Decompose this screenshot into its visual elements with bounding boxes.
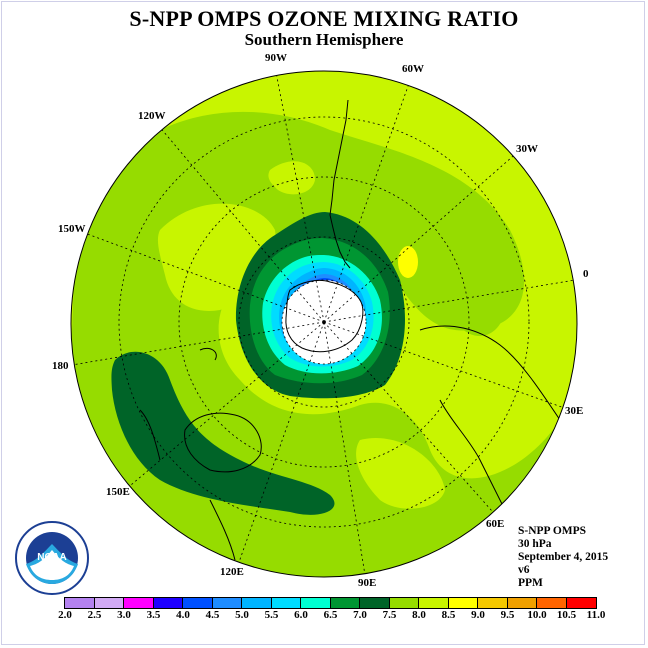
colorbar-tick-label: 9.0 (471, 609, 485, 621)
colorbar-swatch (537, 598, 567, 608)
lon-label-0: 0 (583, 268, 589, 280)
info-instrument: S-NPP OMPS (518, 525, 587, 537)
colorbar-swatch (478, 598, 508, 608)
colorbar-tick-label: 6.5 (323, 609, 338, 621)
lon-label-150w: 150W (58, 223, 86, 235)
map-outline (70, 70, 578, 578)
colorbar-swatch (94, 598, 124, 608)
page-title: S-NPP OMPS OZONE MIXING RATIO (129, 6, 519, 31)
lon-label-90e: 90E (358, 577, 377, 589)
colorbar-tick-label: 4.0 (176, 609, 190, 621)
colorbar-tick-label: 8.0 (412, 609, 426, 621)
colorbar-tick-label: 3.5 (146, 609, 161, 621)
colorbar-tick-label: 8.5 (441, 609, 456, 621)
graticule (71, 71, 576, 576)
info-version: v6 (518, 564, 530, 576)
colorbar-swatch (330, 598, 360, 608)
colorbar-tick-label: 2.0 (58, 609, 72, 621)
lon-label-60w: 60W (402, 63, 424, 75)
lon-label-150e: 150E (106, 486, 130, 498)
field-light-patch-2 (356, 438, 445, 509)
coastlines (139, 99, 561, 561)
colorbar (64, 597, 597, 609)
colorbar-tick-label: 6.0 (294, 609, 308, 621)
colorbar-tick-label: 5.0 (235, 609, 249, 621)
field-band-7-5-b (448, 248, 506, 337)
lon-label-60e: 60E (486, 518, 505, 530)
colorbar-swatch (242, 598, 272, 608)
colorbar-swatch (271, 598, 301, 608)
field-light-patch-3 (268, 161, 315, 195)
colorbar-swatch (507, 598, 537, 608)
colorbar-swatch (360, 598, 390, 608)
lon-label-30e: 30E (565, 405, 584, 417)
colorbar-swatch (301, 598, 331, 608)
lon-label-120e: 120E (220, 566, 244, 578)
info-level: 30 hPa (518, 538, 552, 550)
field-yellow-patch (398, 246, 418, 278)
colorbar-swatch (212, 598, 242, 608)
lon-label-30w: 30W (516, 143, 538, 155)
colorbar-swatch (65, 598, 95, 608)
field-band-7-0-tongue (111, 351, 335, 515)
colorbar-tick-label: 11.0 (586, 609, 606, 621)
page-subtitle: Southern Hemisphere (244, 30, 404, 49)
info-date: September 4, 2015 (518, 551, 609, 563)
colorbar-swatch (183, 598, 213, 608)
colorbar-swatch (124, 598, 154, 608)
pole-dot (322, 321, 326, 325)
lon-label-90w: 90W (265, 52, 287, 64)
logo-text: NOAA (37, 552, 66, 563)
lon-label-120w: 120W (138, 110, 166, 122)
noaa-logo: NOAA (15, 521, 89, 595)
colorbar-tick-label: 5.5 (264, 609, 279, 621)
info-block: S-NPP OMPS 30 hPa September 4, 2015 v6 P… (518, 525, 608, 590)
colorbar-tick-label: 7.5 (382, 609, 397, 621)
colorbar-swatch (448, 598, 478, 608)
colorbar-swatch (419, 598, 449, 608)
colorbar-tick-label: 4.5 (205, 609, 220, 621)
colorbar-tick-label: 10.0 (527, 609, 547, 621)
colorbar-swatch (389, 598, 419, 608)
colorbar-swatch (566, 598, 596, 608)
colorbar-tick-label: 10.5 (556, 609, 577, 621)
colorbar-tick-label: 2.5 (87, 609, 102, 621)
colorbar-tick-label: 3.0 (117, 609, 131, 621)
lon-label-180: 180 (52, 360, 69, 372)
colorbar-tick-label: 9.5 (500, 609, 515, 621)
colorbar-swatch (153, 598, 183, 608)
info-units: PPM (518, 577, 543, 589)
colorbar-tick-label: 7.0 (353, 609, 367, 621)
